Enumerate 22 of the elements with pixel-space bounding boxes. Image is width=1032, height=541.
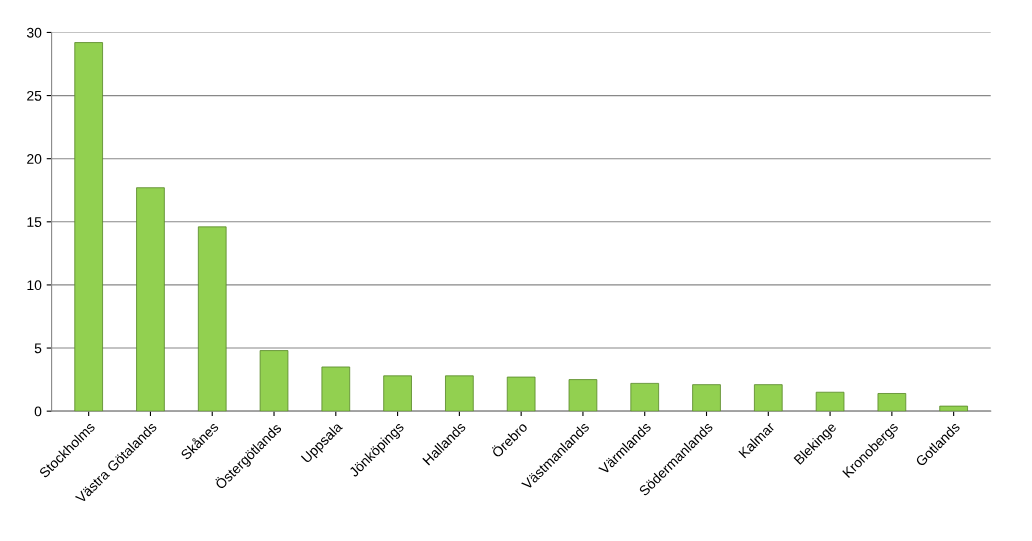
bar xyxy=(692,384,721,412)
y-tick-label: 15 xyxy=(27,217,42,227)
y-tick-label: 25 xyxy=(27,90,42,101)
bar xyxy=(568,379,598,412)
bar xyxy=(939,405,968,412)
y-tick-label: 20 xyxy=(27,154,42,164)
bar xyxy=(753,384,783,412)
bar xyxy=(815,391,845,412)
y-tick-label: 0 xyxy=(34,406,42,417)
bar xyxy=(259,350,289,412)
y-tick-label: 30 xyxy=(26,27,42,38)
bar xyxy=(74,42,103,412)
y-tick-label: 5 xyxy=(34,343,42,354)
y-tick-label: 10 xyxy=(27,280,42,291)
bar xyxy=(630,382,660,412)
bar xyxy=(197,226,227,412)
bar xyxy=(445,375,474,412)
bar xyxy=(321,366,351,412)
bar xyxy=(383,375,412,412)
bar xyxy=(136,187,165,412)
bar xyxy=(506,376,536,412)
bar xyxy=(877,393,907,412)
